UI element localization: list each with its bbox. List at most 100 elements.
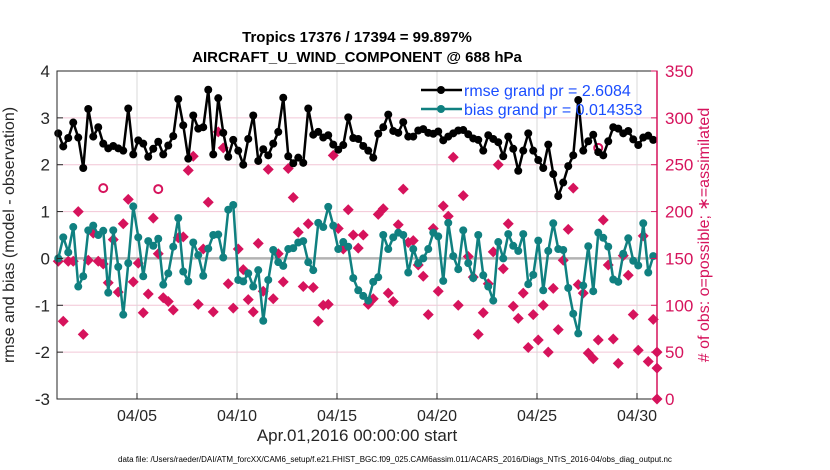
rmse-point [89, 132, 98, 141]
bias-point [109, 226, 118, 235]
bias-point [444, 218, 453, 227]
bias-point [359, 291, 368, 300]
bias-point [214, 230, 223, 239]
bias-point [79, 272, 88, 281]
rmse-point [184, 154, 193, 163]
rmse-point [394, 128, 403, 137]
obs-assimilated-marker [532, 334, 544, 346]
obs-assimilated-marker [137, 307, 149, 319]
legend-rmse-marker [437, 86, 445, 94]
rmse-point [624, 126, 633, 135]
bias-point [129, 202, 138, 211]
rmse-point [539, 163, 548, 172]
y-tick-label-left: -3 [35, 390, 50, 409]
rmse-point [579, 146, 588, 155]
y-tick-label-right: 150 [665, 249, 693, 268]
x-tick-label: 04/15 [317, 408, 357, 425]
y-tick-label-right: 350 [665, 62, 693, 81]
obs-assimilated-marker [72, 206, 84, 218]
bias-point [244, 269, 253, 278]
bias-point [534, 236, 543, 245]
bias-point [64, 248, 73, 257]
rmse-point [274, 127, 283, 136]
obs-assimilated-marker [182, 164, 194, 176]
rmse-point [264, 151, 273, 160]
data-file-footer: data file: /Users/raeder/DAI/ATM_forcXX/… [118, 455, 672, 464]
obs-assimilated-marker [422, 309, 434, 321]
obs-assimilated-marker [417, 270, 429, 282]
obs-assimilated-marker [377, 203, 389, 215]
bias-point [449, 252, 458, 261]
rmse-point [94, 123, 103, 132]
bias-point [199, 271, 208, 280]
bias-point [424, 245, 433, 254]
bias-point [459, 226, 468, 235]
y-tick-label-left: 3 [41, 109, 50, 128]
bias-point [164, 269, 173, 278]
obs-assimilated-marker [517, 287, 529, 299]
obs-assimilated-marker [432, 285, 444, 297]
rmse-point [604, 137, 613, 146]
x-tick-label: 04/05 [117, 408, 157, 425]
bias-point [374, 273, 383, 282]
rmse-point [354, 134, 363, 143]
bias-point [379, 231, 388, 239]
rmse-point [329, 140, 338, 149]
obs-assimilated-marker [162, 296, 174, 308]
titles: Tropics 17376 / 17394 = 99.897% AIRCRAFT… [192, 29, 522, 66]
obs-assimilated-marker [57, 315, 69, 327]
obs-assimilated-marker [167, 304, 179, 316]
rmse-point [219, 128, 228, 137]
rmse-point [294, 153, 303, 162]
rmse-point [364, 146, 373, 155]
rmse-point [574, 96, 583, 105]
bias-point [469, 274, 478, 283]
obs-assimilated-marker [492, 159, 504, 171]
rmse-point [209, 150, 218, 159]
bias-point [189, 238, 198, 247]
obs-assimilated-marker [322, 298, 334, 310]
y-tick-label-right: 0 [665, 390, 674, 409]
rmse-point [534, 156, 543, 165]
bias-point [474, 231, 483, 239]
bias-point [529, 270, 538, 279]
bias-point [479, 271, 488, 280]
bias-point [114, 262, 123, 271]
x-tick-label: 04/20 [417, 408, 457, 425]
bias-point [124, 259, 133, 268]
obs-assimilated-marker [527, 309, 539, 321]
rmse-point [584, 137, 593, 146]
bias-point [484, 282, 493, 291]
obs-assimilated-marker [307, 281, 319, 293]
rmse-point [144, 152, 153, 161]
bias-point [354, 286, 363, 295]
bias-point [494, 238, 503, 247]
bias-point [454, 265, 463, 274]
bias-point [414, 259, 423, 268]
rmse-point [369, 153, 378, 162]
obs-assimilated-marker [647, 313, 659, 325]
bias-point [384, 245, 393, 254]
rmse-point [99, 139, 108, 148]
obs-assimilated-marker [227, 302, 239, 314]
rmse-point [589, 130, 598, 139]
rmse-point [214, 94, 223, 103]
rmse-point [514, 166, 523, 175]
obs-assimilated-marker [292, 226, 304, 238]
bias-point [289, 244, 298, 253]
y-tick-label-right: 300 [665, 109, 693, 128]
rmse-point [569, 151, 578, 160]
y-tick-label-right: 200 [665, 203, 693, 222]
rmse-point [409, 132, 418, 141]
rmse-point [204, 85, 213, 94]
bias-point [224, 205, 233, 214]
bias-point [324, 202, 333, 211]
rmse-point [64, 134, 73, 143]
chart-title: Tropics 17376 / 17394 = 99.897% [242, 29, 472, 46]
bias-point [344, 242, 353, 251]
obs-assimilated-marker [607, 333, 619, 345]
rmse-point [284, 152, 293, 161]
rmse-point [244, 134, 253, 143]
rmse-point [169, 132, 178, 141]
obs-assimilated-marker [312, 315, 324, 327]
